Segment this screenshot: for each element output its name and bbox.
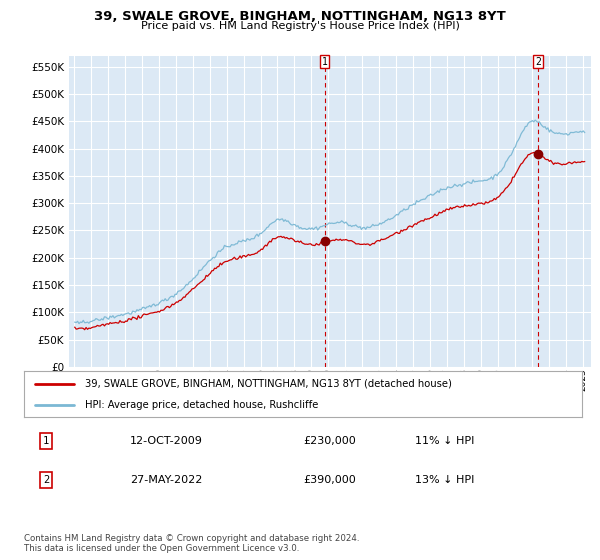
Text: 2: 2 <box>535 57 541 67</box>
Text: £230,000: £230,000 <box>303 436 356 446</box>
Text: 11% ↓ HPI: 11% ↓ HPI <box>415 436 474 446</box>
Text: 1: 1 <box>322 57 328 67</box>
Text: 1: 1 <box>43 436 49 446</box>
Text: 39, SWALE GROVE, BINGHAM, NOTTINGHAM, NG13 8YT: 39, SWALE GROVE, BINGHAM, NOTTINGHAM, NG… <box>94 10 506 23</box>
Text: 27-MAY-2022: 27-MAY-2022 <box>130 475 202 485</box>
Text: Price paid vs. HM Land Registry's House Price Index (HPI): Price paid vs. HM Land Registry's House … <box>140 21 460 31</box>
Text: HPI: Average price, detached house, Rushcliffe: HPI: Average price, detached house, Rush… <box>85 400 319 410</box>
Text: 2: 2 <box>43 475 49 485</box>
Text: Contains HM Land Registry data © Crown copyright and database right 2024.
This d: Contains HM Land Registry data © Crown c… <box>24 534 359 553</box>
Text: 39, SWALE GROVE, BINGHAM, NOTTINGHAM, NG13 8YT (detached house): 39, SWALE GROVE, BINGHAM, NOTTINGHAM, NG… <box>85 379 452 389</box>
Text: £390,000: £390,000 <box>303 475 356 485</box>
Text: 13% ↓ HPI: 13% ↓ HPI <box>415 475 474 485</box>
Text: 12-OCT-2009: 12-OCT-2009 <box>130 436 203 446</box>
